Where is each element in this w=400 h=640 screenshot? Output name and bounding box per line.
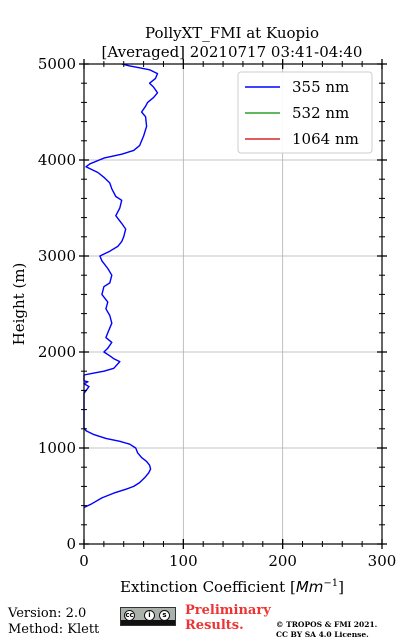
preliminary-line-1: Preliminary: [185, 603, 271, 618]
preliminary-results-notice: Preliminary Results.: [185, 603, 271, 633]
x-axis-label-prefix: Extinction Coefficient [: [120, 578, 296, 596]
x-axis-label-suffix: ]: [338, 578, 344, 596]
y-tick-label: 3000: [38, 247, 76, 265]
cc-license-badge[interactable]: cc i s: [120, 607, 176, 626]
x-axis-label-unit-exponent: −1: [323, 578, 338, 589]
axis-ticks: 0 1000 2000 3000 4000 5000 0 100 200 300: [38, 55, 397, 570]
y-axis-label: Height (m): [10, 263, 28, 346]
preliminary-line-2: Results.: [185, 618, 244, 633]
plot-frame: [83, 63, 383, 545]
chart-subtitle: [Averaged] 20210717 03:41-04:40: [102, 43, 363, 61]
y-tick-label: 0: [66, 535, 76, 553]
chart-title: PollyXT_FMI at Kuopio: [145, 24, 319, 42]
legend-label: 1064 nm: [292, 130, 359, 148]
x-tick-label: 100: [169, 552, 198, 570]
extinction-profile-chart: PollyXT_FMI at Kuopio [Averaged] 2021071…: [10, 24, 397, 596]
x-tick-label: 300: [368, 552, 397, 570]
x-tick-label: 0: [79, 552, 89, 570]
copyright-line-2: CC BY SA 4.0 License.: [276, 630, 369, 639]
legend-label: 355 nm: [292, 78, 349, 96]
series-line: [83, 63, 159, 509]
legend-box: [237, 71, 373, 154]
y-tick-label: 5000: [38, 55, 76, 73]
x-axis-label: Extinction Coefficient [Mm−1]: [120, 578, 344, 596]
cc-badge-bar: [121, 620, 175, 625]
legend-label: 532 nm: [292, 104, 349, 122]
legend: 355 nm 532 nm 1064 nm: [237, 71, 373, 154]
x-tick-label: 200: [268, 552, 297, 570]
x-axis-label-unit: Mm: [296, 578, 324, 596]
series-lines: [83, 63, 159, 509]
method-text: Method: Klett: [8, 622, 100, 637]
y-tick-label: 1000: [38, 439, 76, 457]
y-tick-label: 2000: [38, 343, 76, 361]
y-tick-label: 4000: [38, 151, 76, 169]
legend-entries: 355 nm 532 nm 1064 nm: [245, 78, 359, 148]
copyright-notice: © TROPOS & FMI 2021. CC BY SA 4.0 Licens…: [276, 620, 377, 640]
footer-version-info: Version: 2.0 Method: Klett: [8, 606, 99, 638]
version-text: Version: 2.0: [8, 606, 87, 621]
copyright-line-1: © TROPOS & FMI 2021.: [276, 620, 378, 629]
